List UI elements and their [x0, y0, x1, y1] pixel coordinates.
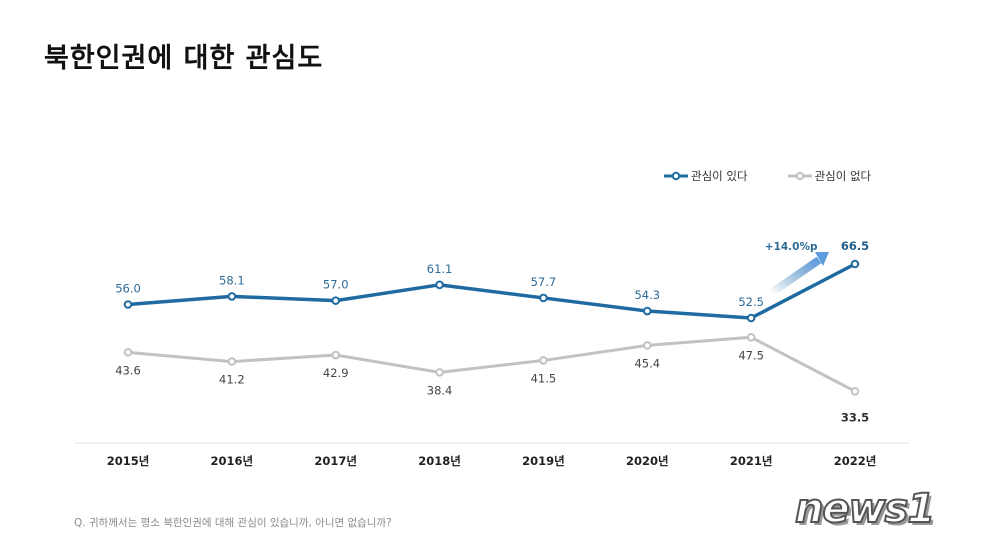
data-point-not-interested	[642, 341, 652, 350]
data-label-not-interested: 42.9	[323, 366, 349, 380]
data-label-interested: 54.3	[634, 288, 660, 302]
data-point-interested	[123, 300, 133, 309]
series-line-interested	[127, 262, 856, 320]
data-label-interested: 52.5	[738, 295, 764, 309]
x-tick-label: 2016년	[211, 454, 254, 468]
data-point-interested	[746, 313, 756, 323]
data-label-interested: 61.1	[427, 262, 453, 276]
data-label-interested: 58.1	[219, 273, 245, 287]
data-label-not-interested: 45.4	[634, 356, 660, 370]
data-point-interested	[227, 292, 237, 301]
legend-swatch-interested	[664, 171, 688, 181]
increase-arrow-shaft	[768, 256, 822, 297]
x-tick-label: 2021년	[730, 454, 773, 468]
chart-title: 북한인권에 대한 관심도	[44, 43, 324, 74]
data-point-interested	[435, 280, 444, 290]
data-label-interested: 56.0	[115, 282, 141, 296]
data-point-interested	[331, 296, 341, 305]
data-point-not-interested	[435, 368, 444, 377]
data-label-not-interested: 41.2	[219, 373, 245, 387]
news1-logo: news1	[794, 485, 936, 533]
data-point-interested	[850, 259, 860, 269]
x-tick-label: 2022년	[834, 454, 877, 468]
data-label-interested: 57.0	[323, 278, 349, 292]
legend-item-not-interested: 관심이 없다	[787, 168, 872, 184]
survey-question-footnote: Q. 귀하께서는 평소 북한인권에 대해 관심이 있습니까, 아니면 없습니까?	[74, 517, 392, 529]
data-label-not-interested: 43.6	[115, 363, 141, 377]
data-point-not-interested	[746, 332, 756, 342]
x-tick-label: 2018년	[418, 454, 461, 468]
data-label-interested: 66.5	[841, 239, 869, 253]
data-label-not-interested: 47.5	[738, 348, 764, 362]
increase-arrow-head	[815, 252, 829, 267]
data-label-not-interested: 33.5	[841, 410, 869, 424]
x-tick-label: 2020년	[626, 454, 669, 468]
data-point-not-interested	[331, 350, 341, 360]
legend-item-interested: 관심이 있다	[664, 168, 748, 184]
x-tick-label: 2019년	[522, 454, 565, 468]
data-point-not-interested	[850, 386, 860, 396]
data-label-not-interested: 41.5	[531, 371, 557, 385]
increase-annotation-label: +14.0%p	[765, 241, 818, 253]
series-line-not-interested	[127, 335, 856, 393]
x-tick-label: 2017년	[314, 454, 357, 468]
data-label-not-interested: 38.4	[427, 383, 453, 397]
data-point-interested	[642, 306, 652, 316]
x-tick-label: 2015년	[107, 454, 150, 468]
legend-swatch-not-interested	[787, 171, 812, 181]
data-point-not-interested	[227, 357, 237, 366]
legend-label-not-interested: 관심이 없다	[814, 169, 872, 183]
data-point-not-interested	[123, 348, 133, 357]
legend: 관심이 있다 관심이 없다	[664, 168, 871, 184]
data-label-interested: 57.7	[531, 275, 557, 289]
data-point-not-interested	[539, 356, 548, 365]
data-point-interested	[539, 293, 548, 303]
legend-label-interested: 관심이 있다	[691, 169, 748, 183]
